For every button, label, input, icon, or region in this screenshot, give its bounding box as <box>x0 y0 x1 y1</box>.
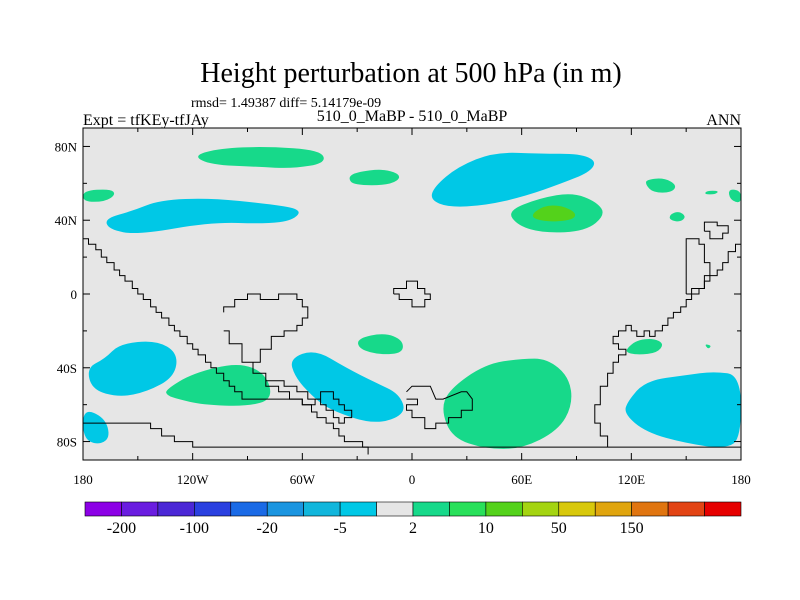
contour-continent-small-equator <box>393 280 431 308</box>
colorbar-label: 10 <box>478 520 494 537</box>
right-label: ANN <box>706 112 741 129</box>
y-tick-label: 0 <box>71 287 78 302</box>
x-tick-label: 180 <box>731 472 751 487</box>
colorbar-swatch <box>449 501 487 517</box>
colorbar-swatch <box>84 501 122 517</box>
region-cyan-south-west-edge <box>83 411 109 444</box>
plot-area <box>83 128 741 460</box>
x-tick-label: 120W <box>177 472 210 487</box>
colorbar-swatch <box>157 501 195 517</box>
colorbar-swatch <box>194 501 232 517</box>
colorbar-swatch <box>303 501 341 517</box>
x-tick-label: 0 <box>409 472 416 487</box>
region-green-west-edge <box>83 189 115 202</box>
region-cyan-north-atlantic <box>431 152 595 207</box>
region-green-south-indian <box>443 358 572 449</box>
x-tick-label: 60W <box>290 472 316 487</box>
colorbar-label: -5 <box>333 520 346 537</box>
region-green-east-pacific-1 <box>646 178 676 193</box>
colorbar-swatch <box>631 501 669 517</box>
colorbar-swatch <box>667 501 705 517</box>
x-tick-label: 120E <box>618 472 646 487</box>
region-green-east-pacific-2 <box>669 212 685 222</box>
contour-continent-africa <box>406 385 473 430</box>
colorbar-swatch <box>412 501 450 517</box>
colorbar-swatch <box>594 501 632 517</box>
x-tick-label: 60E <box>511 472 532 487</box>
region-cyan-south-east <box>625 372 741 448</box>
contour-continent-center <box>223 293 353 424</box>
contour-continent-west <box>83 238 369 455</box>
left-label: Expt = tfKEy-tfJAy <box>83 112 209 129</box>
contour-continent-east-pacific-outline <box>685 238 711 295</box>
colorbar-label: 150 <box>620 520 644 537</box>
chart-title: Height perturbation at 500 hPa (in m) <box>200 58 621 89</box>
colorbar-swatch <box>704 501 742 517</box>
center-label: 510_0_MaBP - 510_0_MaBP <box>317 108 508 125</box>
y-tick-label: 40N <box>55 213 78 228</box>
region-green-south-atlantic <box>358 334 403 355</box>
colorbar-swatch <box>485 501 523 517</box>
y-tick-label: 40S <box>57 361 77 376</box>
colorbar: -200 -100 -20 -5 2 10 50 150 <box>84 501 742 537</box>
region-green-south-east-small <box>626 338 663 355</box>
region-cyan-north-pacific-west <box>106 198 299 234</box>
axes: 180 120W 60W 0 60E 120E 180 80N 40N 0 40S 80S <box>55 127 751 487</box>
contour-continent-east-asia <box>83 422 741 448</box>
region-cyan-south-west <box>88 341 177 396</box>
colorbar-label: -200 <box>107 520 136 537</box>
y-tick-label: 80N <box>55 139 78 154</box>
region-green-south-east-dot <box>705 344 711 349</box>
colorbar-label: 2 <box>409 520 417 537</box>
colorbar-swatch <box>121 501 159 517</box>
region-cyan-south-america <box>291 352 404 422</box>
colorbar-swatch <box>339 501 377 517</box>
region-green-east-small <box>705 190 718 195</box>
contour-continent-east-top <box>703 221 729 240</box>
colorbar-swatch <box>376 501 414 517</box>
colorbar-swatch <box>522 501 560 517</box>
stats-line: rmsd= 1.49387 diff= 5.14179e-09 <box>191 96 381 111</box>
colorbar-swatch <box>266 501 304 517</box>
contour-continent-east <box>594 243 741 448</box>
y-tick-label: 80S <box>57 435 77 450</box>
region-green-south-pacific <box>166 365 271 406</box>
region-green-north-atlantic-small <box>349 169 400 186</box>
region-green-east-edge <box>728 189 741 203</box>
x-tick-label: 180 <box>73 472 93 487</box>
colorbar-swatch <box>558 501 596 517</box>
colorbar-swatch <box>230 501 268 517</box>
colorbar-label: 50 <box>551 520 567 537</box>
colorbar-label: -100 <box>180 520 209 537</box>
region-green-north-pacific-top <box>198 147 324 168</box>
region-lime-center <box>532 205 576 222</box>
colorbar-label: -20 <box>257 520 278 537</box>
